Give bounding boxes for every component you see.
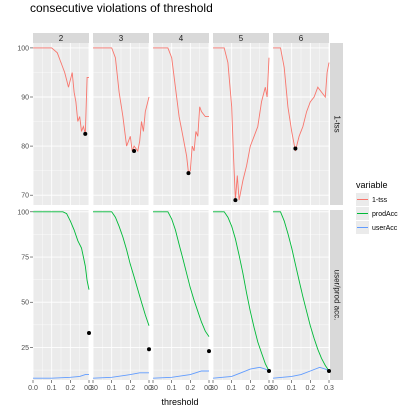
y-tick-label: 100 [17, 45, 29, 52]
row-strip-1 [330, 210, 343, 380]
facet-strip-3 [93, 33, 149, 43]
x-tick-label: 0.3 [84, 385, 94, 392]
series-line-prodAcc-6 [273, 211, 330, 372]
series-line-userAcc-6 [272, 366, 330, 379]
x-tick-label: 0.3 [144, 385, 154, 392]
facet-strip-5 [213, 33, 269, 43]
x-tick-label: 0.2 [125, 385, 135, 392]
series-line-prodAcc-5 [213, 211, 270, 372]
y-tick-label: 90 [21, 95, 29, 102]
point-acc-4 [207, 349, 211, 354]
x-axis-title: threshold [161, 397, 198, 407]
x-tick-label: 0.1 [287, 385, 297, 392]
x-tick-label: 0.1 [227, 385, 237, 392]
point-acc-2 [87, 330, 91, 335]
legend-title: variable [356, 180, 388, 190]
point-acc-5 [267, 368, 271, 373]
min-point-1-tss-2 [83, 131, 88, 136]
x-tick-label: 0.2 [65, 385, 75, 392]
chart-title: consecutive violations of threshold [30, 1, 213, 15]
x-tick-label: 0.3 [204, 385, 214, 392]
x-tick-label: 0.0 [88, 385, 98, 392]
series-line-userAcc-4 [152, 370, 209, 379]
x-tick-label: 0.0 [268, 385, 278, 392]
x-tick-label: 0.3 [264, 385, 274, 392]
x-tick-label: 0.2 [305, 385, 315, 392]
x-tick-label: 0.0 [28, 385, 38, 392]
series-line-prodAcc-3 [93, 211, 150, 326]
series-line-1-tss-6 [273, 47, 330, 152]
min-point-1-tss-4 [186, 171, 191, 176]
row-strip-0 [330, 43, 343, 205]
y-tick-label: 50 [21, 300, 29, 307]
facet-label-5: 5 [239, 34, 244, 43]
legend-label-1-tss: 1-tss [372, 197, 388, 204]
point-acc-3 [147, 347, 151, 352]
y-tick-label: 75 [21, 255, 29, 262]
y-tick-label: 70 [21, 193, 29, 200]
facet-label-2: 2 [59, 34, 64, 43]
legend-label-prodAcc: prodAcc [372, 211, 398, 218]
x-tick-label: 0.0 [148, 385, 158, 392]
series-line-1-tss-2 [33, 47, 89, 134]
min-point-1-tss-5 [233, 198, 238, 203]
facet-strip-6 [273, 33, 329, 43]
row-strip-label: user/prod acc. [333, 270, 342, 321]
series-line-userAcc-2 [33, 374, 89, 379]
point-acc-6 [327, 368, 331, 373]
facet-label-4: 4 [179, 34, 184, 43]
legend-label-userAcc: userAcc [372, 225, 398, 232]
x-tick-label: 0.1 [47, 385, 57, 392]
row-strip-label: 1-tss [333, 115, 342, 132]
x-tick-label: 0.0 [208, 385, 218, 392]
x-tick-label: 0.2 [245, 385, 255, 392]
series-line-prodAcc-4 [153, 211, 210, 337]
series-line-userAcc-5 [212, 366, 270, 379]
y-tick-label: 80 [21, 144, 29, 151]
y-tick-label: 100 [17, 209, 29, 216]
x-tick-label: 0.3 [324, 385, 334, 392]
series-line-userAcc-3 [92, 372, 149, 379]
x-tick-label: 0.2 [185, 385, 195, 392]
facet-label-3: 3 [119, 34, 124, 43]
series-line-1-tss-4 [153, 47, 209, 175]
min-point-1-tss-3 [132, 149, 137, 153]
x-tick-label: 0.1 [107, 385, 117, 392]
facet-strip-4 [153, 33, 209, 43]
x-tick-label: 0.1 [167, 385, 177, 392]
facet-label-6: 6 [299, 34, 304, 43]
facet-strip-2 [33, 33, 89, 43]
series-line-1-tss-5 [213, 47, 270, 201]
series-line-prodAcc-2 [33, 211, 90, 290]
min-point-1-tss-6 [293, 146, 298, 151]
y-tick-label: 25 [21, 345, 29, 352]
